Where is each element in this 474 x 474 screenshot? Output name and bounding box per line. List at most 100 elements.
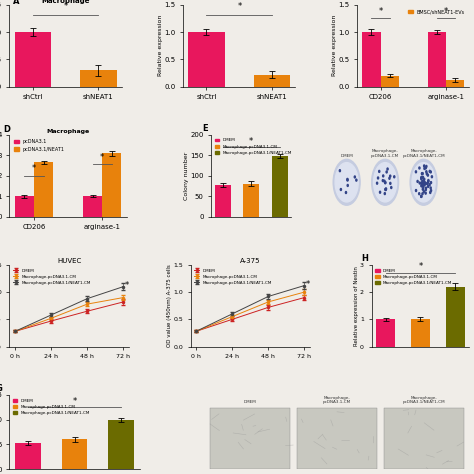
Bar (188, 32, 225, 87)
Circle shape (384, 180, 385, 182)
Circle shape (347, 178, 348, 181)
Bar (16, 444, 41, 469)
Bar (428, 32, 446, 87)
Circle shape (385, 182, 386, 183)
Circle shape (422, 180, 423, 182)
Circle shape (419, 182, 420, 184)
Circle shape (385, 189, 386, 191)
Circle shape (412, 163, 435, 202)
Circle shape (424, 182, 425, 184)
Bar (362, 32, 381, 87)
Circle shape (377, 177, 379, 179)
Circle shape (421, 176, 422, 178)
Circle shape (421, 184, 422, 186)
Circle shape (380, 191, 381, 193)
Legend: DMEM, Macrophage-pcDNA3.1-CM, Macrophage-pcDNA3.1/NEAT1-CM: DMEM, Macrophage-pcDNA3.1-CM, Macrophage… (11, 267, 92, 286)
Bar (34, 163, 53, 217)
Circle shape (423, 184, 424, 186)
Bar (376, 319, 395, 346)
Legend: DMEM, Macrophage-pcDNA3.1-CM, Macrophage-pcDNA3.1/NEAT1-CM: DMEM, Macrophage-pcDNA3.1-CM, Macrophage… (213, 137, 293, 156)
Bar (272, 156, 288, 217)
Title: A-375: A-375 (240, 258, 261, 264)
Circle shape (430, 182, 432, 183)
Circle shape (421, 178, 422, 180)
Bar (446, 287, 465, 346)
Legend: DMEM, Macrophage-pcDNA3.1-CM, Macrophage-pcDNA3.1/NEAT1-CM: DMEM, Macrophage-pcDNA3.1-CM, Macrophage… (11, 397, 92, 416)
Text: *: * (249, 137, 254, 146)
Circle shape (419, 167, 420, 169)
Circle shape (383, 175, 384, 177)
Circle shape (430, 190, 432, 191)
Circle shape (339, 170, 340, 172)
Bar (62, 439, 88, 469)
Title: Macrophage: Macrophage (46, 129, 90, 134)
Circle shape (379, 171, 380, 173)
Y-axis label: OD value (450nm) A-375 cells: OD value (450nm) A-375 cells (167, 264, 172, 347)
Circle shape (424, 181, 425, 183)
Circle shape (422, 193, 423, 195)
Text: Macrophage-
pcDNA3.1/NEAT1-CM: Macrophage- pcDNA3.1/NEAT1-CM (403, 396, 446, 404)
Circle shape (421, 173, 422, 174)
Text: G: G (0, 384, 2, 393)
Title: HUVEC: HUVEC (57, 258, 82, 264)
Circle shape (421, 185, 422, 187)
Circle shape (423, 182, 424, 183)
Text: *: * (378, 7, 383, 16)
Circle shape (340, 189, 341, 191)
Circle shape (424, 182, 425, 183)
Circle shape (423, 191, 425, 192)
Text: *: * (100, 153, 104, 162)
Circle shape (423, 182, 425, 183)
Bar (215, 185, 230, 217)
Text: A: A (13, 0, 19, 6)
Circle shape (421, 195, 422, 197)
Text: H: H (361, 254, 368, 263)
Circle shape (429, 184, 430, 186)
Circle shape (424, 182, 425, 184)
Circle shape (386, 171, 387, 173)
Circle shape (430, 187, 431, 189)
Circle shape (427, 174, 428, 176)
Text: *: * (64, 2, 68, 11)
Circle shape (394, 176, 395, 178)
Text: DMEM: DMEM (340, 154, 353, 158)
Text: DMEM: DMEM (244, 401, 256, 404)
Circle shape (427, 182, 428, 184)
Bar (109, 419, 134, 469)
Circle shape (428, 180, 429, 182)
Y-axis label: Relative expression: Relative expression (158, 15, 163, 76)
Bar (244, 184, 259, 217)
Circle shape (382, 180, 383, 182)
Y-axis label: Relative expression of Nestin: Relative expression of Nestin (354, 266, 358, 346)
Circle shape (385, 188, 387, 190)
Circle shape (335, 163, 358, 202)
Circle shape (376, 182, 378, 184)
Circle shape (431, 176, 432, 178)
Circle shape (424, 183, 425, 185)
Circle shape (384, 192, 385, 194)
Circle shape (391, 187, 392, 189)
Circle shape (410, 159, 437, 205)
FancyBboxPatch shape (210, 408, 290, 469)
Text: *: * (125, 281, 129, 290)
Bar (411, 319, 430, 346)
Circle shape (426, 171, 427, 173)
Y-axis label: Colony number: Colony number (184, 152, 189, 200)
Circle shape (428, 181, 429, 182)
Text: Macrophage-
pcDNA3.1-CM: Macrophage- pcDNA3.1-CM (323, 396, 351, 404)
Bar (15, 196, 34, 217)
Circle shape (427, 182, 428, 184)
Circle shape (423, 182, 424, 183)
Circle shape (421, 182, 422, 184)
Circle shape (426, 173, 428, 175)
Legend: DMEM, Macrophage-pcDNA3.1-CM, Macrophage-pcDNA3.1/NEAT1-CM: DMEM, Macrophage-pcDNA3.1-CM, Macrophage… (374, 267, 454, 286)
Bar (83, 196, 102, 217)
Bar (381, 76, 399, 87)
Text: *: * (32, 164, 36, 173)
Bar (81, 70, 117, 87)
Circle shape (419, 193, 420, 195)
Circle shape (424, 165, 425, 167)
Circle shape (374, 163, 397, 202)
Circle shape (417, 181, 418, 182)
Circle shape (372, 159, 399, 205)
